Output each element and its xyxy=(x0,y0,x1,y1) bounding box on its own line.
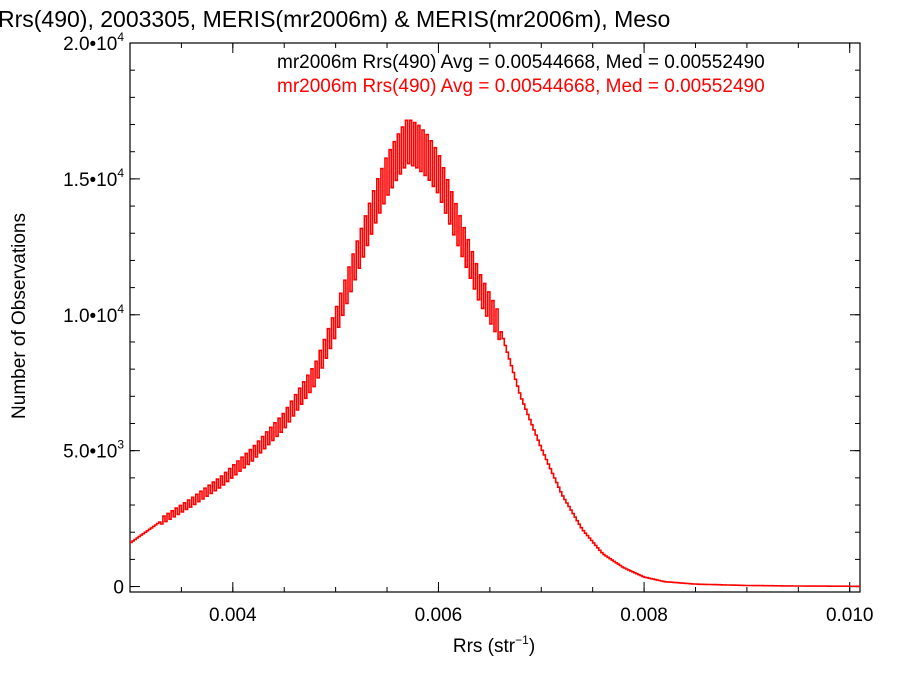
y-tick-label: 5.0•103 xyxy=(63,438,124,463)
y-tick-labels: 0 5.0•103 1.0•104 1.5•104 2.0•104 xyxy=(63,30,124,599)
legend-entry: mr2006m Rrs(490) Avg = 0.00544668, Med =… xyxy=(277,76,765,97)
plot-frame xyxy=(129,42,861,593)
axis-ticks xyxy=(129,42,860,592)
y-tick-label: 2.0•104 xyxy=(63,30,124,55)
y-axis-label: Number of Observations xyxy=(9,213,30,419)
y-tick-label: 0 xyxy=(113,578,124,599)
y-tick-label: 1.0•104 xyxy=(63,302,124,327)
x-tick-label: 0.008 xyxy=(620,605,668,626)
x-tick-label: 0.004 xyxy=(209,605,257,626)
y-tick-label: 1.5•104 xyxy=(63,166,124,191)
x-tick-label: 0.006 xyxy=(415,605,463,626)
series-group xyxy=(130,119,860,588)
x-axis-label: Rrs (str−1) xyxy=(453,633,535,657)
legend-entry: mr2006m Rrs(490) Avg = 0.00544668, Med =… xyxy=(277,52,765,73)
x-tick-labels: 0.004 0.006 0.008 0.010 xyxy=(209,605,873,626)
plot-border xyxy=(129,42,861,593)
chart-title: Rrs(490), 2003305, MERIS(mr2006m) & MERI… xyxy=(0,6,670,32)
histogram-series-0 xyxy=(130,119,860,588)
legend: mr2006m Rrs(490) Avg = 0.00544668, Med =… xyxy=(277,52,765,97)
x-tick-label: 0.010 xyxy=(826,605,874,626)
